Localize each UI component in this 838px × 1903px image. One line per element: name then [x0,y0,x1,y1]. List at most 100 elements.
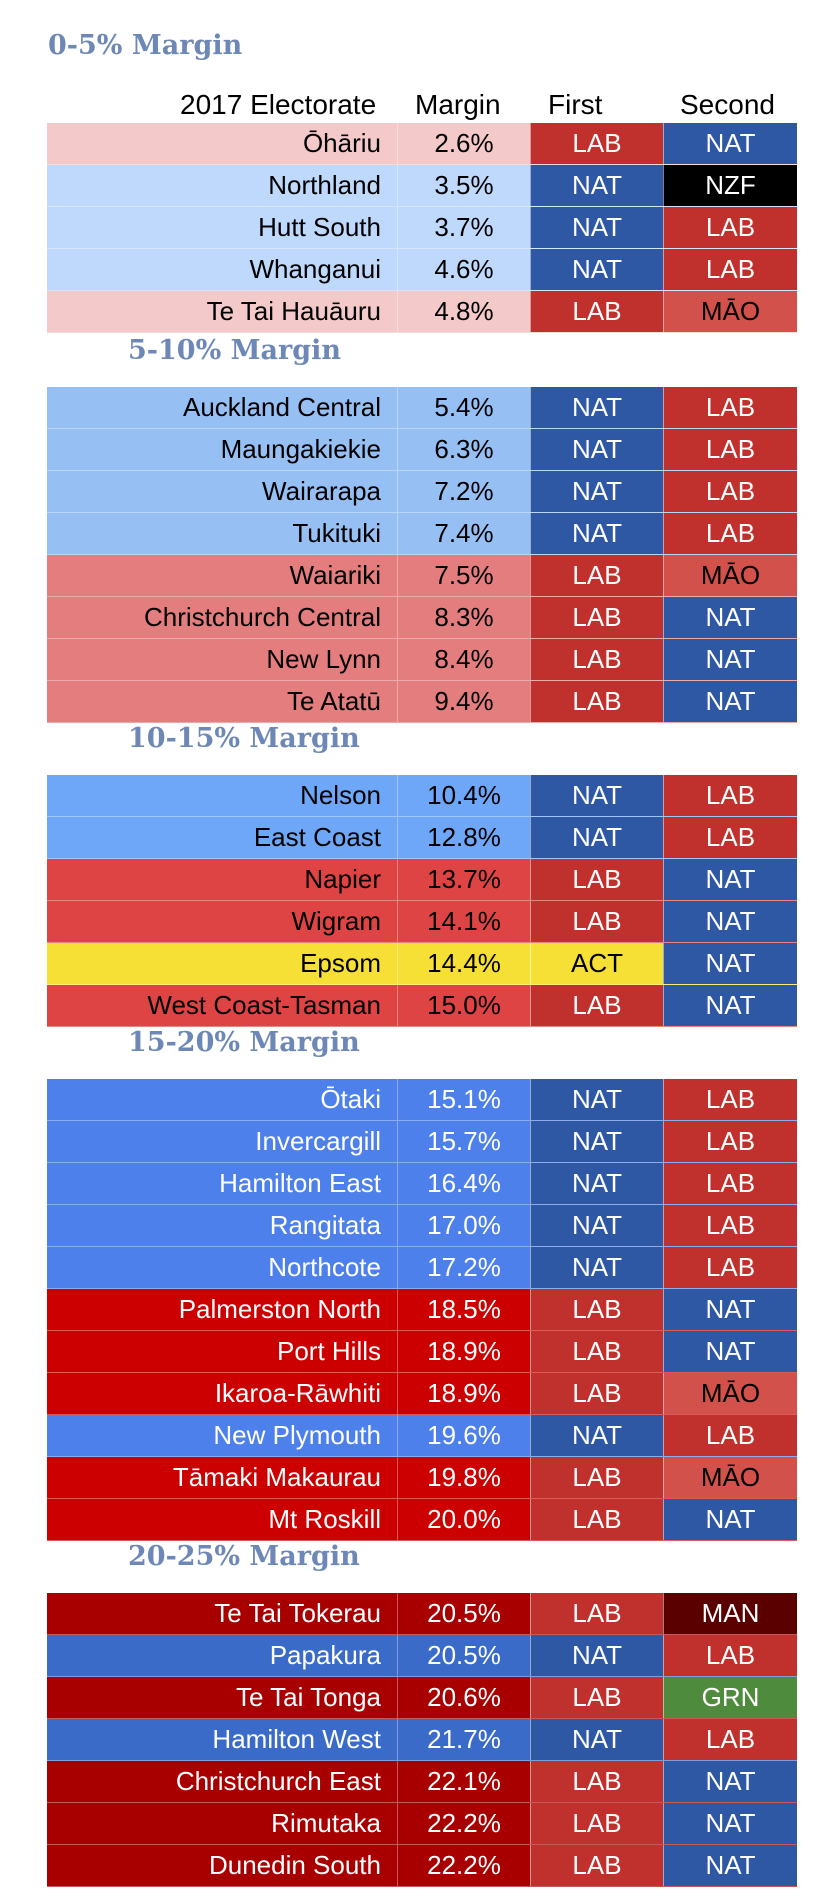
second-party-cell: NAT [663,1289,797,1330]
margin-value: 20.0% [397,1499,530,1540]
first-party-cell: LAB [530,1803,663,1844]
margin-value: 21.7% [397,1719,530,1760]
second-party-cell: NAT [663,1499,797,1540]
table-20-25: Te Tai Tokerau 20.5% LAB MAN Papakura 20.5% NA… [47,1593,797,1887]
second-party-cell: NAT [663,1761,797,1802]
first-party-cell: LAB [530,1289,663,1330]
second-party-cell: LAB [663,249,797,290]
first-party-cell: LAB [530,1373,663,1414]
electorate-name: Rangitata [269,1210,381,1240]
margin-value: 17.0% [397,1205,530,1246]
first-party-cell: NAT [530,471,663,512]
first-party-cell: NAT [530,775,663,816]
section-title-0-5: 0-5% Margin [48,30,243,61]
electorate-name: Papakura [269,1640,381,1670]
table-row: Te Tai Hauāuru 4.8% LAB MĀO [47,291,797,333]
margin-value: 12.8% [397,817,530,858]
second-party-cell: NAT [663,901,797,942]
margin-value: 18.9% [397,1331,530,1372]
margin-value: 14.1% [397,901,530,942]
electorate-name: Wairarapa [262,476,381,506]
margin-value: 2.6% [397,123,530,164]
second-party-cell: NAT [663,859,797,900]
second-party-cell: LAB [663,817,797,858]
margin-value: 19.6% [397,1415,530,1456]
table-row: Whanganui 4.6% NAT LAB [47,249,797,291]
table-row: West Coast-Tasman 15.0% LAB NAT [47,985,797,1027]
margin-value: 4.6% [397,249,530,290]
first-party-cell: NAT [530,1079,663,1120]
table-row: Te Tai Tokerau 20.5% LAB MAN [47,1593,797,1635]
margin-value: 15.7% [397,1121,530,1162]
table-row: Te Atatū 9.4% LAB NAT [47,681,797,723]
margin-value: 8.3% [397,597,530,638]
margin-value: 3.5% [397,165,530,206]
first-party-cell: NAT [530,1247,663,1288]
margin-value: 17.2% [397,1247,530,1288]
table-row: Dunedin South 22.2% LAB NAT [47,1845,797,1887]
first-party-cell: NAT [530,1719,663,1760]
table-row: Tāmaki Makaurau 19.8% LAB MĀO [47,1457,797,1499]
electorate-name: Epsom [300,948,381,978]
second-party-cell: LAB [663,1635,797,1676]
electorate-name: Mt Roskill [268,1504,381,1534]
table-row: Hamilton West 21.7% NAT LAB [47,1719,797,1761]
table-row: Epsom 14.4% ACT NAT [47,943,797,985]
second-party-cell: LAB [663,1719,797,1760]
first-party-cell: NAT [530,249,663,290]
first-party-cell: LAB [530,1331,663,1372]
electorate-name: Palmerston North [178,1294,381,1324]
header-electorate: 2017 Electorate [180,89,377,120]
margin-value: 14.4% [397,943,530,984]
first-party-cell: LAB [530,1457,663,1498]
table-row: New Plymouth 19.6% NAT LAB [47,1415,797,1457]
margin-value: 10.4% [397,775,530,816]
electorate-name: Whanganui [249,254,381,284]
table-row: Christchurch East 22.1% LAB NAT [47,1761,797,1803]
second-party-cell: NAT [663,943,797,984]
second-party-cell: LAB [663,513,797,554]
electorate-name: Hamilton West [212,1724,381,1754]
first-party-cell: NAT [530,207,663,248]
margin-value: 6.3% [397,429,530,470]
table-0-5: Ōhāriu 2.6% LAB NAT Northland 3.5% NAT NZF Hutt … [47,123,797,333]
first-party-cell: LAB [530,291,663,332]
margin-value: 16.4% [397,1163,530,1204]
electorate-name: Te Tai Hauāuru [206,296,381,326]
first-party-cell: LAB [530,1499,663,1540]
table-row: Rimutaka 22.2% LAB NAT [47,1803,797,1845]
electorate-name: Auckland Central [183,392,381,422]
table-row: Te Tai Tonga 20.6% LAB GRN [47,1677,797,1719]
electorate-name: Hutt South [258,212,381,242]
second-party-cell: LAB [663,471,797,512]
second-party-cell: MĀO [663,1373,797,1414]
first-party-cell: LAB [530,985,663,1026]
electorate-name: Hamilton East [219,1168,381,1198]
electorate-name: Ōtaki [320,1084,381,1114]
margin-value: 7.5% [397,555,530,596]
table-row: Tukituki 7.4% NAT LAB [47,513,797,555]
electorate-name: West Coast-Tasman [147,990,381,1020]
electorate-name: Rimutaka [271,1808,381,1838]
second-party-cell: LAB [663,1415,797,1456]
table-row: Hamilton East 16.4% NAT LAB [47,1163,797,1205]
section-title-10-15: 10-15% Margin [128,723,360,754]
table-row: New Lynn 8.4% LAB NAT [47,639,797,681]
first-party-cell: NAT [530,1635,663,1676]
first-party-cell: LAB [530,597,663,638]
margin-value: 7.2% [397,471,530,512]
second-party-cell: NAT [663,639,797,680]
table-row: Christchurch Central 8.3% LAB NAT [47,597,797,639]
margin-value: 9.4% [397,681,530,722]
margin-value: 13.7% [397,859,530,900]
first-party-cell: LAB [530,555,663,596]
electorate-name: Te Tai Tokerau [214,1598,381,1628]
section-title-5-10: 5-10% Margin [128,335,341,366]
first-party-cell: NAT [530,429,663,470]
electorate-name: East Coast [253,822,381,852]
margin-value: 20.5% [397,1593,530,1634]
first-party-cell: LAB [530,1593,663,1634]
table-row: Nelson 10.4% NAT LAB [47,775,797,817]
electorate-name: Te Tai Tonga [235,1682,381,1712]
electorate-name: Northcote [268,1252,381,1282]
